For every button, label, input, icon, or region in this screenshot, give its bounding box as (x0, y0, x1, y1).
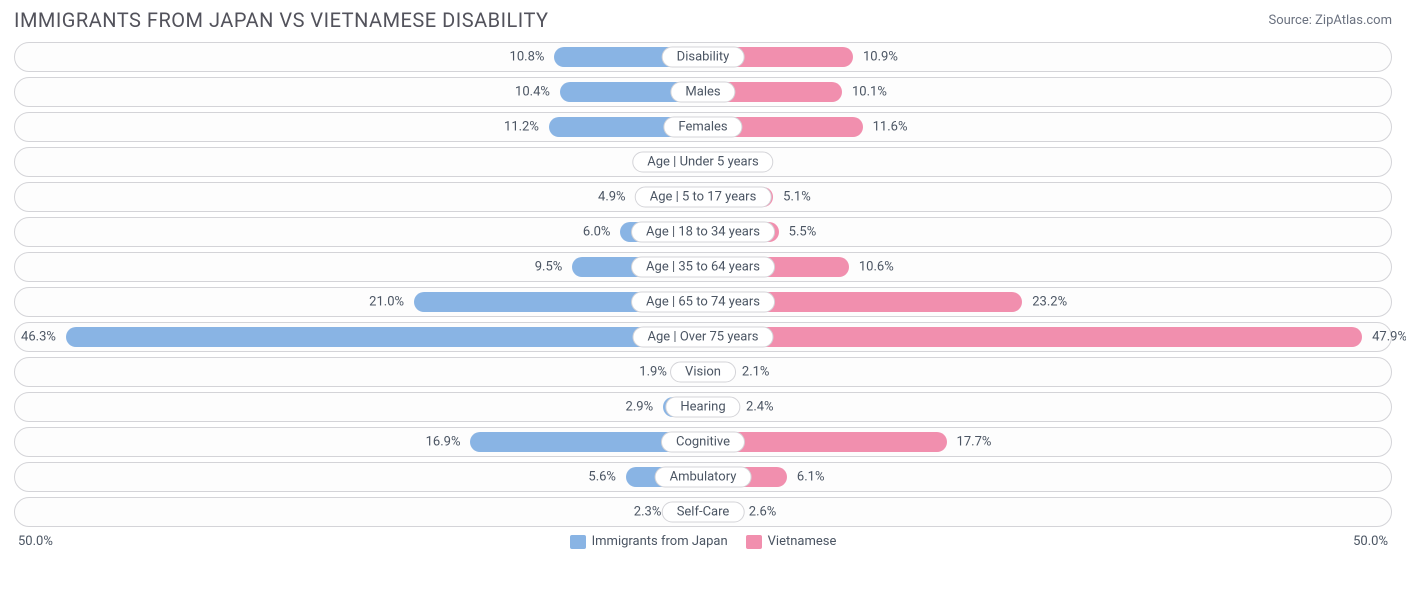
value-label-right: 2.6% (749, 505, 777, 520)
value-label-left: 2.9% (626, 400, 654, 415)
axis-max-right: 50.0% (1353, 534, 1388, 549)
chart-header: IMMIGRANTS FROM JAPAN VS VIETNAMESE DISA… (0, 0, 1406, 38)
legend-item-right: Vietnamese (746, 534, 837, 549)
chart-row: 6.0% 5.5% Age | 18 to 34 years (14, 217, 1392, 247)
value-label-left: 10.4% (515, 85, 550, 100)
legend-swatch-right (746, 535, 762, 549)
legend-label-left: Immigrants from Japan (592, 534, 728, 549)
chart-row: 9.5% 10.6% Age | 35 to 64 years (14, 252, 1392, 282)
value-label-right: 5.1% (783, 190, 811, 205)
chart-row: 1.9% 2.1% Vision (14, 357, 1392, 387)
value-label-right: 10.1% (852, 85, 887, 100)
value-label-left: 1.9% (639, 365, 667, 380)
category-label: Age | 65 to 74 years (631, 292, 775, 313)
category-label: Disability (662, 47, 745, 68)
value-label-left: 2.3% (634, 505, 662, 520)
axis-max-left: 50.0% (18, 534, 53, 549)
category-label: Age | 5 to 17 years (635, 187, 772, 208)
legend-item-left: Immigrants from Japan (570, 534, 728, 549)
value-label-left: 21.0% (369, 295, 404, 310)
chart-row: 2.3% 2.6% Self-Care (14, 497, 1392, 527)
chart-row: 4.9% 5.1% Age | 5 to 17 years (14, 182, 1392, 212)
chart-row: 2.9% 2.4% Hearing (14, 392, 1392, 422)
legend-swatch-left (570, 535, 586, 549)
category-label: Age | Under 5 years (632, 152, 773, 173)
chart-body: 10.8% 10.9% Disability 10.4% 10.1% Males 11.2%… (0, 38, 1406, 527)
category-label: Hearing (665, 397, 740, 418)
value-label-right: 23.2% (1032, 295, 1067, 310)
legend-label-right: Vietnamese (768, 534, 837, 549)
chart-source: Source: ZipAtlas.com (1268, 13, 1392, 28)
value-label-right: 10.9% (863, 50, 898, 65)
value-label-left: 9.5% (535, 260, 563, 275)
category-label: Females (663, 117, 742, 138)
legend: Immigrants from Japan Vietnamese (570, 534, 837, 549)
value-label-right: 2.4% (746, 400, 774, 415)
chart-row: 21.0% 23.2% Age | 65 to 74 years (14, 287, 1392, 317)
value-label-right: 6.1% (797, 470, 825, 485)
value-label-right: 11.6% (873, 120, 908, 135)
chart-row: 16.9% 17.7% Cognitive (14, 427, 1392, 457)
category-label: Self-Care (662, 502, 745, 523)
value-label-left: 16.9% (426, 435, 461, 450)
category-label: Males (670, 82, 735, 103)
value-label-left: 46.3% (21, 330, 56, 345)
category-label: Age | 35 to 64 years (631, 257, 775, 278)
chart-title: IMMIGRANTS FROM JAPAN VS VIETNAMESE DISA… (14, 8, 549, 32)
value-label-right: 17.7% (957, 435, 992, 450)
value-label-left: 4.9% (598, 190, 626, 205)
category-label: Age | 18 to 34 years (631, 222, 775, 243)
value-label-right: 2.1% (742, 365, 770, 380)
value-label-right: 10.6% (859, 260, 894, 275)
value-label-left: 6.0% (583, 225, 611, 240)
category-label: Age | Over 75 years (633, 327, 774, 348)
chart-row: 10.8% 10.9% Disability (14, 42, 1392, 72)
chart-row: 1.1%0.81%Age | Under 5 years (14, 147, 1392, 177)
chart-row: 11.2% 11.6% Females (14, 112, 1392, 142)
chart-row: 10.4% 10.1% Males (14, 77, 1392, 107)
bar-left (66, 327, 703, 347)
value-label-left: 11.2% (504, 120, 539, 135)
category-label: Ambulatory (655, 467, 752, 488)
chart-row: 46.3%47.9%Age | Over 75 years (14, 322, 1392, 352)
value-label-right: 47.9% (1372, 330, 1406, 345)
value-label-right: 5.5% (789, 225, 817, 240)
category-label: Cognitive (661, 432, 745, 453)
chart-row: 5.6% 6.1% Ambulatory (14, 462, 1392, 492)
category-label: Vision (670, 362, 736, 383)
bar-right (703, 327, 1362, 347)
value-label-left: 5.6% (588, 470, 616, 485)
value-label-left: 10.8% (510, 50, 545, 65)
chart-footer: 50.0% Immigrants from Japan Vietnamese 5… (0, 532, 1406, 549)
